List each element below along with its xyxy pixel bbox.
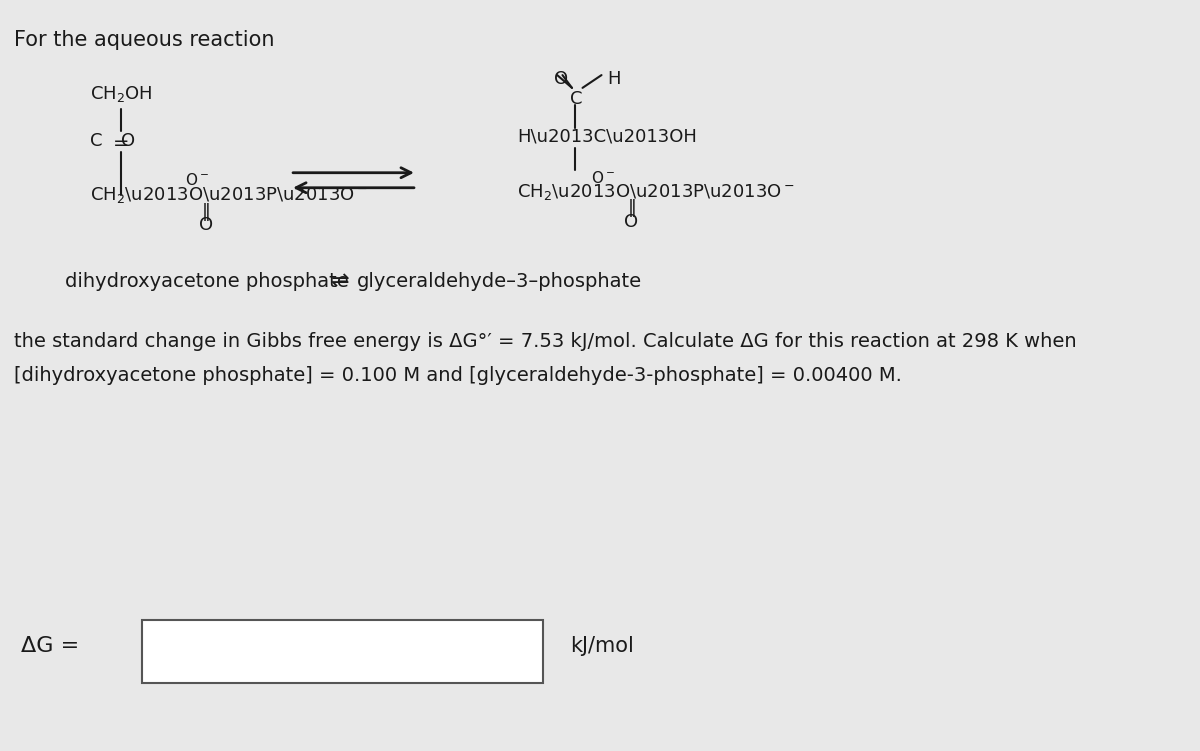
Text: O: O: [121, 132, 136, 150]
Text: For the aqueous reaction: For the aqueous reaction: [13, 30, 275, 50]
Text: $\rightleftharpoons$: $\rightleftharpoons$: [325, 272, 349, 291]
Text: CH$_2$\u2013O\u2013P\u2013O$^-$: CH$_2$\u2013O\u2013P\u2013O$^-$: [90, 185, 367, 205]
Text: kJ/mol: kJ/mol: [570, 636, 634, 656]
Text: CH$_2$OH: CH$_2$OH: [90, 84, 152, 104]
Text: CH$_2$\u2013O\u2013P\u2013O$^-$: CH$_2$\u2013O\u2013P\u2013O$^-$: [517, 182, 794, 201]
Bar: [143, 620, 544, 683]
Text: O$^-$: O$^-$: [185, 172, 209, 189]
Text: [dihydroxyacetone phosphate] = 0.100 M and [glyceraldehyde-3-phosphate] = 0.0040: [dihydroxyacetone phosphate] = 0.100 M a…: [13, 366, 901, 385]
Text: the standard change in Gibbs free energy is ΔG°′ = 7.53 kJ/mol. Calculate ΔG for: the standard change in Gibbs free energy…: [13, 332, 1076, 351]
Text: C: C: [90, 132, 102, 150]
Text: ΔG =: ΔG =: [22, 636, 79, 656]
Text: O: O: [554, 70, 568, 88]
Text: O: O: [624, 213, 638, 231]
Text: $\|$: $\|$: [202, 201, 210, 223]
Text: O$^-$: O$^-$: [590, 170, 614, 186]
Text: C: C: [570, 90, 582, 108]
Text: H: H: [607, 70, 620, 88]
Text: dihydroxyacetone phosphate: dihydroxyacetone phosphate: [66, 272, 349, 291]
Text: $\|$: $\|$: [626, 197, 635, 219]
Text: O: O: [199, 216, 212, 234]
Text: $=$: $=$: [109, 131, 128, 151]
Text: glyceraldehyde–3–phosphate: glyceraldehyde–3–phosphate: [356, 272, 642, 291]
Text: H\u2013C\u2013OH: H\u2013C\u2013OH: [517, 128, 697, 146]
